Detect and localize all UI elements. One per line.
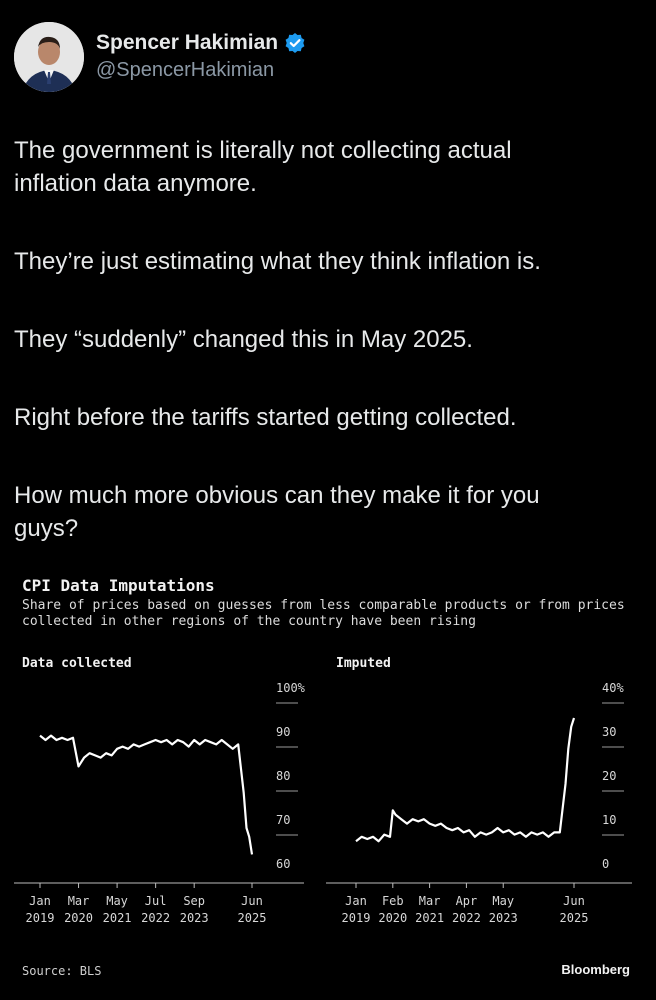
- tweet-paragraph: They “suddenly” changed this in May 2025…: [14, 326, 473, 353]
- tweet-header: Spencer Hakimian @SpencerHakimian: [14, 22, 644, 92]
- x-tick-label: Feb: [382, 894, 404, 908]
- x-tick-label: Jun: [241, 894, 263, 908]
- x-tick-label: 2021: [103, 911, 132, 925]
- handle[interactable]: @SpencerHakimian: [96, 59, 275, 81]
- series-line: [355, 717, 576, 843]
- x-tick-label: Apr: [456, 894, 478, 908]
- y-tick-label: 0: [602, 857, 609, 871]
- panel-title-imputed: Imputed: [336, 656, 391, 671]
- profile-photo-icon: [14, 22, 84, 92]
- chart-title: CPI Data Imputations: [22, 576, 215, 595]
- verified-badge-icon: [285, 33, 305, 53]
- x-tick-label: Mar: [419, 894, 441, 908]
- chart-data-collected: 60 70 80 90 100% Jan 2019 Mar 2020 May 2021 Jul 2022…: [14, 681, 306, 925]
- tweet-paragraph: They’re just estimating what they think …: [14, 248, 541, 275]
- x-tick-label: 2022: [452, 911, 481, 925]
- y-tick-label: 60: [276, 857, 290, 871]
- avatar[interactable]: [14, 22, 84, 92]
- name-row: Spencer Hakimian: [96, 31, 306, 55]
- tweet-paragraph: The government is literally not collecti…: [14, 137, 512, 197]
- chart-subtitle: Share of prices based on guesses from le…: [22, 598, 625, 629]
- y-tick-label: 20: [602, 769, 616, 783]
- source-note: Source: BLS: [22, 964, 102, 978]
- bloomberg-logo: Bloomberg: [561, 962, 630, 977]
- author-block: Spencer Hakimian @SpencerHakimian: [96, 31, 306, 82]
- y-tick-label: 70: [276, 813, 290, 827]
- panel-title-data-collected: Data collected: [22, 656, 132, 671]
- x-tick-label: 2020: [64, 911, 93, 925]
- x-tick-label: 2021: [415, 911, 444, 925]
- x-tick-label: 2025: [560, 911, 589, 925]
- x-tick-label: 2023: [489, 911, 518, 925]
- x-tick-label: 2025: [238, 911, 267, 925]
- x-tick-label: 2019: [26, 911, 55, 925]
- display-name[interactable]: Spencer Hakimian: [96, 31, 279, 54]
- tweet-paragraph: How much more obvious can they make it f…: [14, 482, 540, 542]
- chart-image[interactable]: CPI Data Imputations Share of prices bas…: [14, 568, 642, 986]
- x-tick-label: Mar: [68, 894, 90, 908]
- tweet-paragraph: Right before the tariffs started getting…: [14, 404, 517, 431]
- x-tick-label: Jun: [563, 894, 585, 908]
- series-line: [39, 734, 254, 855]
- y-tick-label: 100%: [276, 681, 306, 695]
- x-tick-label: 2022: [141, 911, 170, 925]
- x-tick-label: May: [492, 894, 514, 908]
- x-tick-label: Sep: [183, 894, 205, 908]
- y-tick-label: 90: [276, 725, 290, 739]
- x-tick-label: Jul: [145, 894, 167, 908]
- tweet-text: The government is literally not collecti…: [14, 134, 640, 590]
- x-tick-label: 2020: [378, 911, 407, 925]
- y-tick-label: 30: [602, 725, 616, 739]
- y-tick-label: 10: [602, 813, 616, 827]
- x-tick-label: May: [106, 894, 128, 908]
- y-tick-label: 80: [276, 769, 290, 783]
- x-tick-label: 2023: [180, 911, 209, 925]
- chart-imputed: 0 10 20 30 40% Jan 2019 Feb 2020 Mar 2021 Apr 2022 Ma…: [326, 681, 632, 925]
- x-tick-label: Jan: [345, 894, 367, 908]
- x-tick-label: Jan: [29, 894, 51, 908]
- x-tick-label: 2019: [342, 911, 371, 925]
- y-tick-label: 40%: [602, 681, 624, 695]
